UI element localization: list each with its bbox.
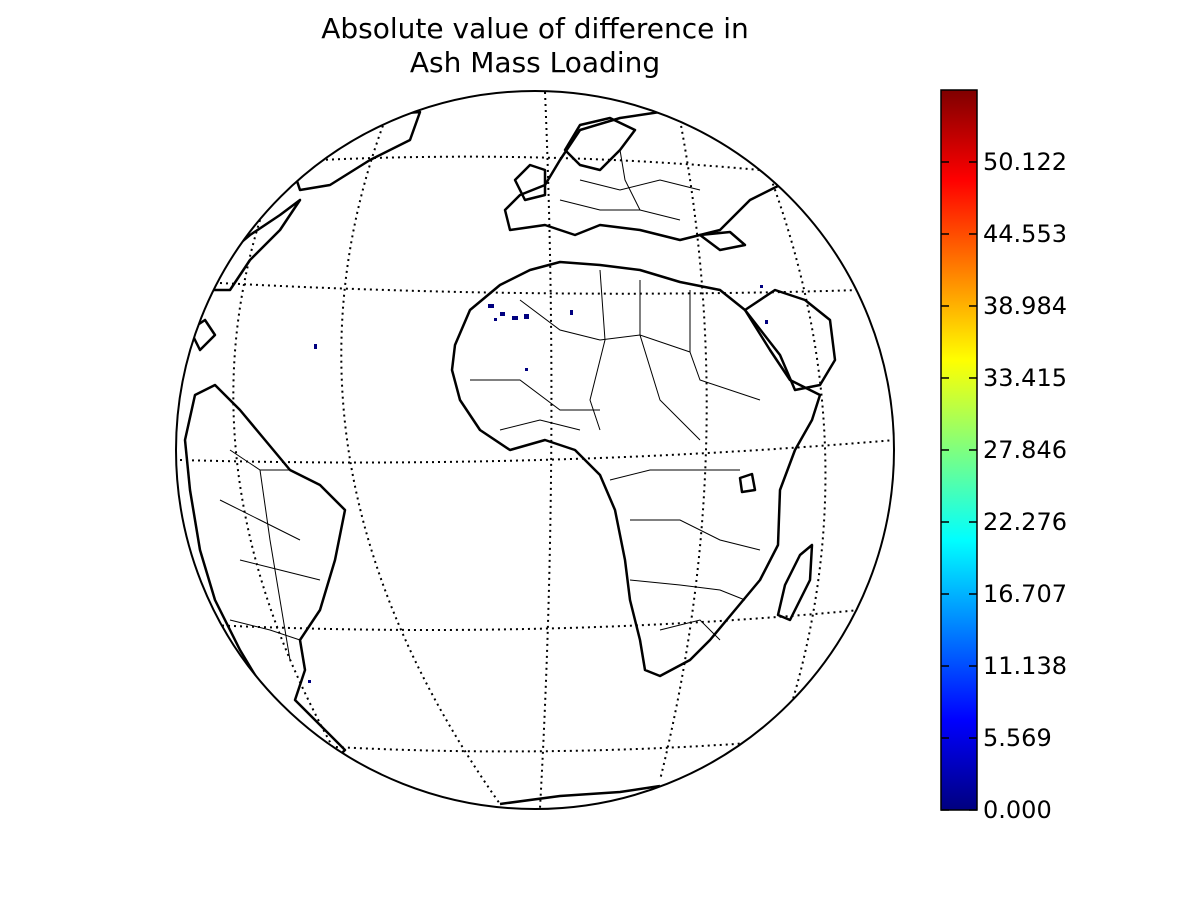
ash-pixel [512, 316, 518, 320]
border-line [559, 199, 681, 221]
map-title-line-2: Ash Mass Loading [409, 46, 661, 79]
colorbar-tick-label: 27.846 [983, 435, 1067, 464]
colorbar-tick-label: 5.569 [983, 724, 1052, 752]
ash-pixel [524, 314, 529, 319]
british-isles-coast [513, 163, 547, 202]
meridian-line [759, 149, 827, 741]
colorbar-tick-label: 0.000 [983, 796, 1052, 824]
ash-pixel [765, 320, 768, 324]
border-line [219, 499, 301, 541]
border-line [639, 280, 701, 441]
border-line [609, 469, 740, 481]
ash-pixel [500, 312, 505, 316]
colorbar-tick-label: 33.415 [983, 363, 1067, 392]
ash-pixel [525, 368, 528, 371]
border-line [630, 519, 761, 551]
border-line [579, 179, 701, 191]
greenland-coast [288, 110, 422, 192]
colorbar-tick-label: 11.138 [983, 652, 1067, 680]
ash-pixel [760, 285, 763, 288]
lake-victoria-coast [738, 472, 757, 494]
border-line [589, 269, 606, 431]
coastlines [183, 110, 837, 806]
border-line [229, 619, 301, 641]
parallel-line [209, 609, 861, 631]
parallel-line [219, 282, 861, 295]
border-line [629, 579, 746, 601]
south-america-coast [183, 383, 347, 762]
meridian-line [539, 91, 553, 809]
border-line [470, 379, 600, 411]
border-line [499, 419, 581, 431]
antarctica-coast [499, 784, 661, 806]
arabia-coast [743, 288, 837, 392]
border-line [659, 619, 721, 641]
madagascar-coast [776, 543, 814, 622]
ash-pixel [494, 318, 497, 321]
colorbar-tick-label: 16.707 [983, 580, 1067, 608]
colorbar-tick-label: 22.276 [983, 508, 1067, 536]
colorbar-tick-label: 50.122 [983, 147, 1067, 176]
ash-pixel [570, 310, 573, 315]
ash-pixel [308, 680, 311, 683]
ash-pixel [488, 304, 494, 308]
graticule-parallels [179, 155, 894, 753]
north-america-coast [198, 198, 302, 292]
colorbar-tick-label: 38.984 [983, 291, 1067, 320]
country-borders [219, 149, 761, 661]
globe-outline [175, 90, 895, 810]
border-line [619, 149, 641, 211]
colorbar [940, 89, 978, 811]
parallel-line [299, 739, 791, 753]
ash-pixel [314, 344, 317, 349]
meridian-line [659, 119, 708, 781]
border-line [259, 469, 291, 661]
border-line [519, 299, 691, 353]
scandinavia-coast [563, 116, 637, 172]
border-line [689, 290, 761, 401]
border-line [239, 559, 321, 581]
colorbar-ticks [941, 161, 977, 811]
colorbar-tick-label: 44.553 [983, 219, 1067, 248]
map-title-line-1: Absolute value of difference in [321, 12, 749, 45]
black-sea-coast [698, 230, 747, 252]
caribbean-coast [188, 318, 217, 352]
ash-pixels [308, 285, 768, 683]
africa-coast [450, 260, 822, 678]
